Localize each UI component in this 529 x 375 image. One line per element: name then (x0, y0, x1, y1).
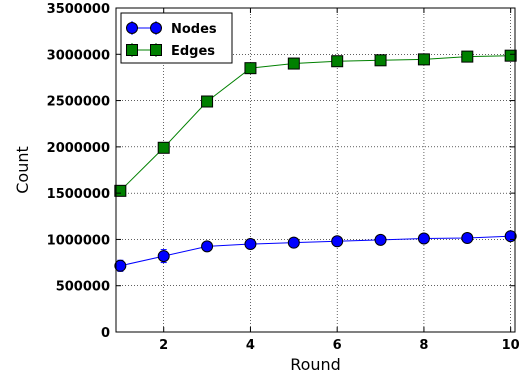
legend-label-edges: Edges (171, 44, 215, 59)
legend-marker-nodes (150, 22, 162, 34)
nodes-point (374, 233, 387, 246)
edges-point (287, 57, 300, 70)
series-edges (114, 49, 517, 197)
series-nodes (114, 230, 517, 272)
y-tick-label: 3500000 (47, 2, 110, 17)
legend-box (120, 12, 233, 64)
x-tick-label: 6 (333, 338, 342, 353)
nodes-point (114, 259, 127, 272)
edges-point (331, 55, 344, 68)
edges-point (157, 141, 170, 154)
edges-point (244, 62, 257, 75)
legend: Nodes Edges (120, 12, 233, 64)
plot-frame (115, 7, 516, 333)
edges-point (504, 49, 517, 62)
y-tick-label: 500000 (56, 280, 110, 295)
y-axis-label: Count (13, 146, 32, 194)
x-axis-label: Round (290, 355, 341, 374)
edges-point (374, 54, 387, 67)
nodes-line (120, 235, 511, 267)
x-tick-label: 10 (502, 338, 520, 353)
legend-marker-edges (150, 44, 162, 56)
y-tick-label: 2500000 (47, 95, 110, 110)
edges-point (114, 184, 127, 197)
ticks: 2 4 6 8 10 0 500000 1000000 1500000 2000000 250000… (47, 2, 520, 353)
nodes-point (287, 236, 300, 249)
y-tick-label: 3000000 (47, 48, 110, 63)
legend-item-edges: Edges (126, 43, 215, 59)
nodes-point (331, 235, 344, 248)
y-tick-label: 0 (101, 326, 110, 341)
nodes-point (157, 250, 170, 263)
y-tick-label: 2000000 (47, 141, 110, 156)
nodes-point (461, 232, 474, 245)
legend-label-nodes: Nodes (171, 22, 217, 37)
x-tick-label: 4 (246, 338, 255, 353)
nodes-point (201, 240, 214, 253)
legend-marker-edges (126, 44, 138, 56)
y-tick-label: 1500000 (47, 187, 110, 202)
edges-line (119, 55, 511, 192)
legend-marker-nodes (126, 22, 138, 34)
x-tick-label: 2 (159, 338, 168, 353)
edges-point (461, 50, 474, 63)
nodes-point (244, 238, 257, 251)
y-tick-label: 1000000 (47, 233, 110, 248)
series-layer (114, 49, 517, 272)
edges-point (201, 95, 214, 108)
edges-point (417, 53, 430, 66)
legend-item-nodes: Nodes (126, 21, 217, 37)
nodes-point (417, 232, 430, 245)
x-tick-label: 8 (419, 338, 428, 353)
